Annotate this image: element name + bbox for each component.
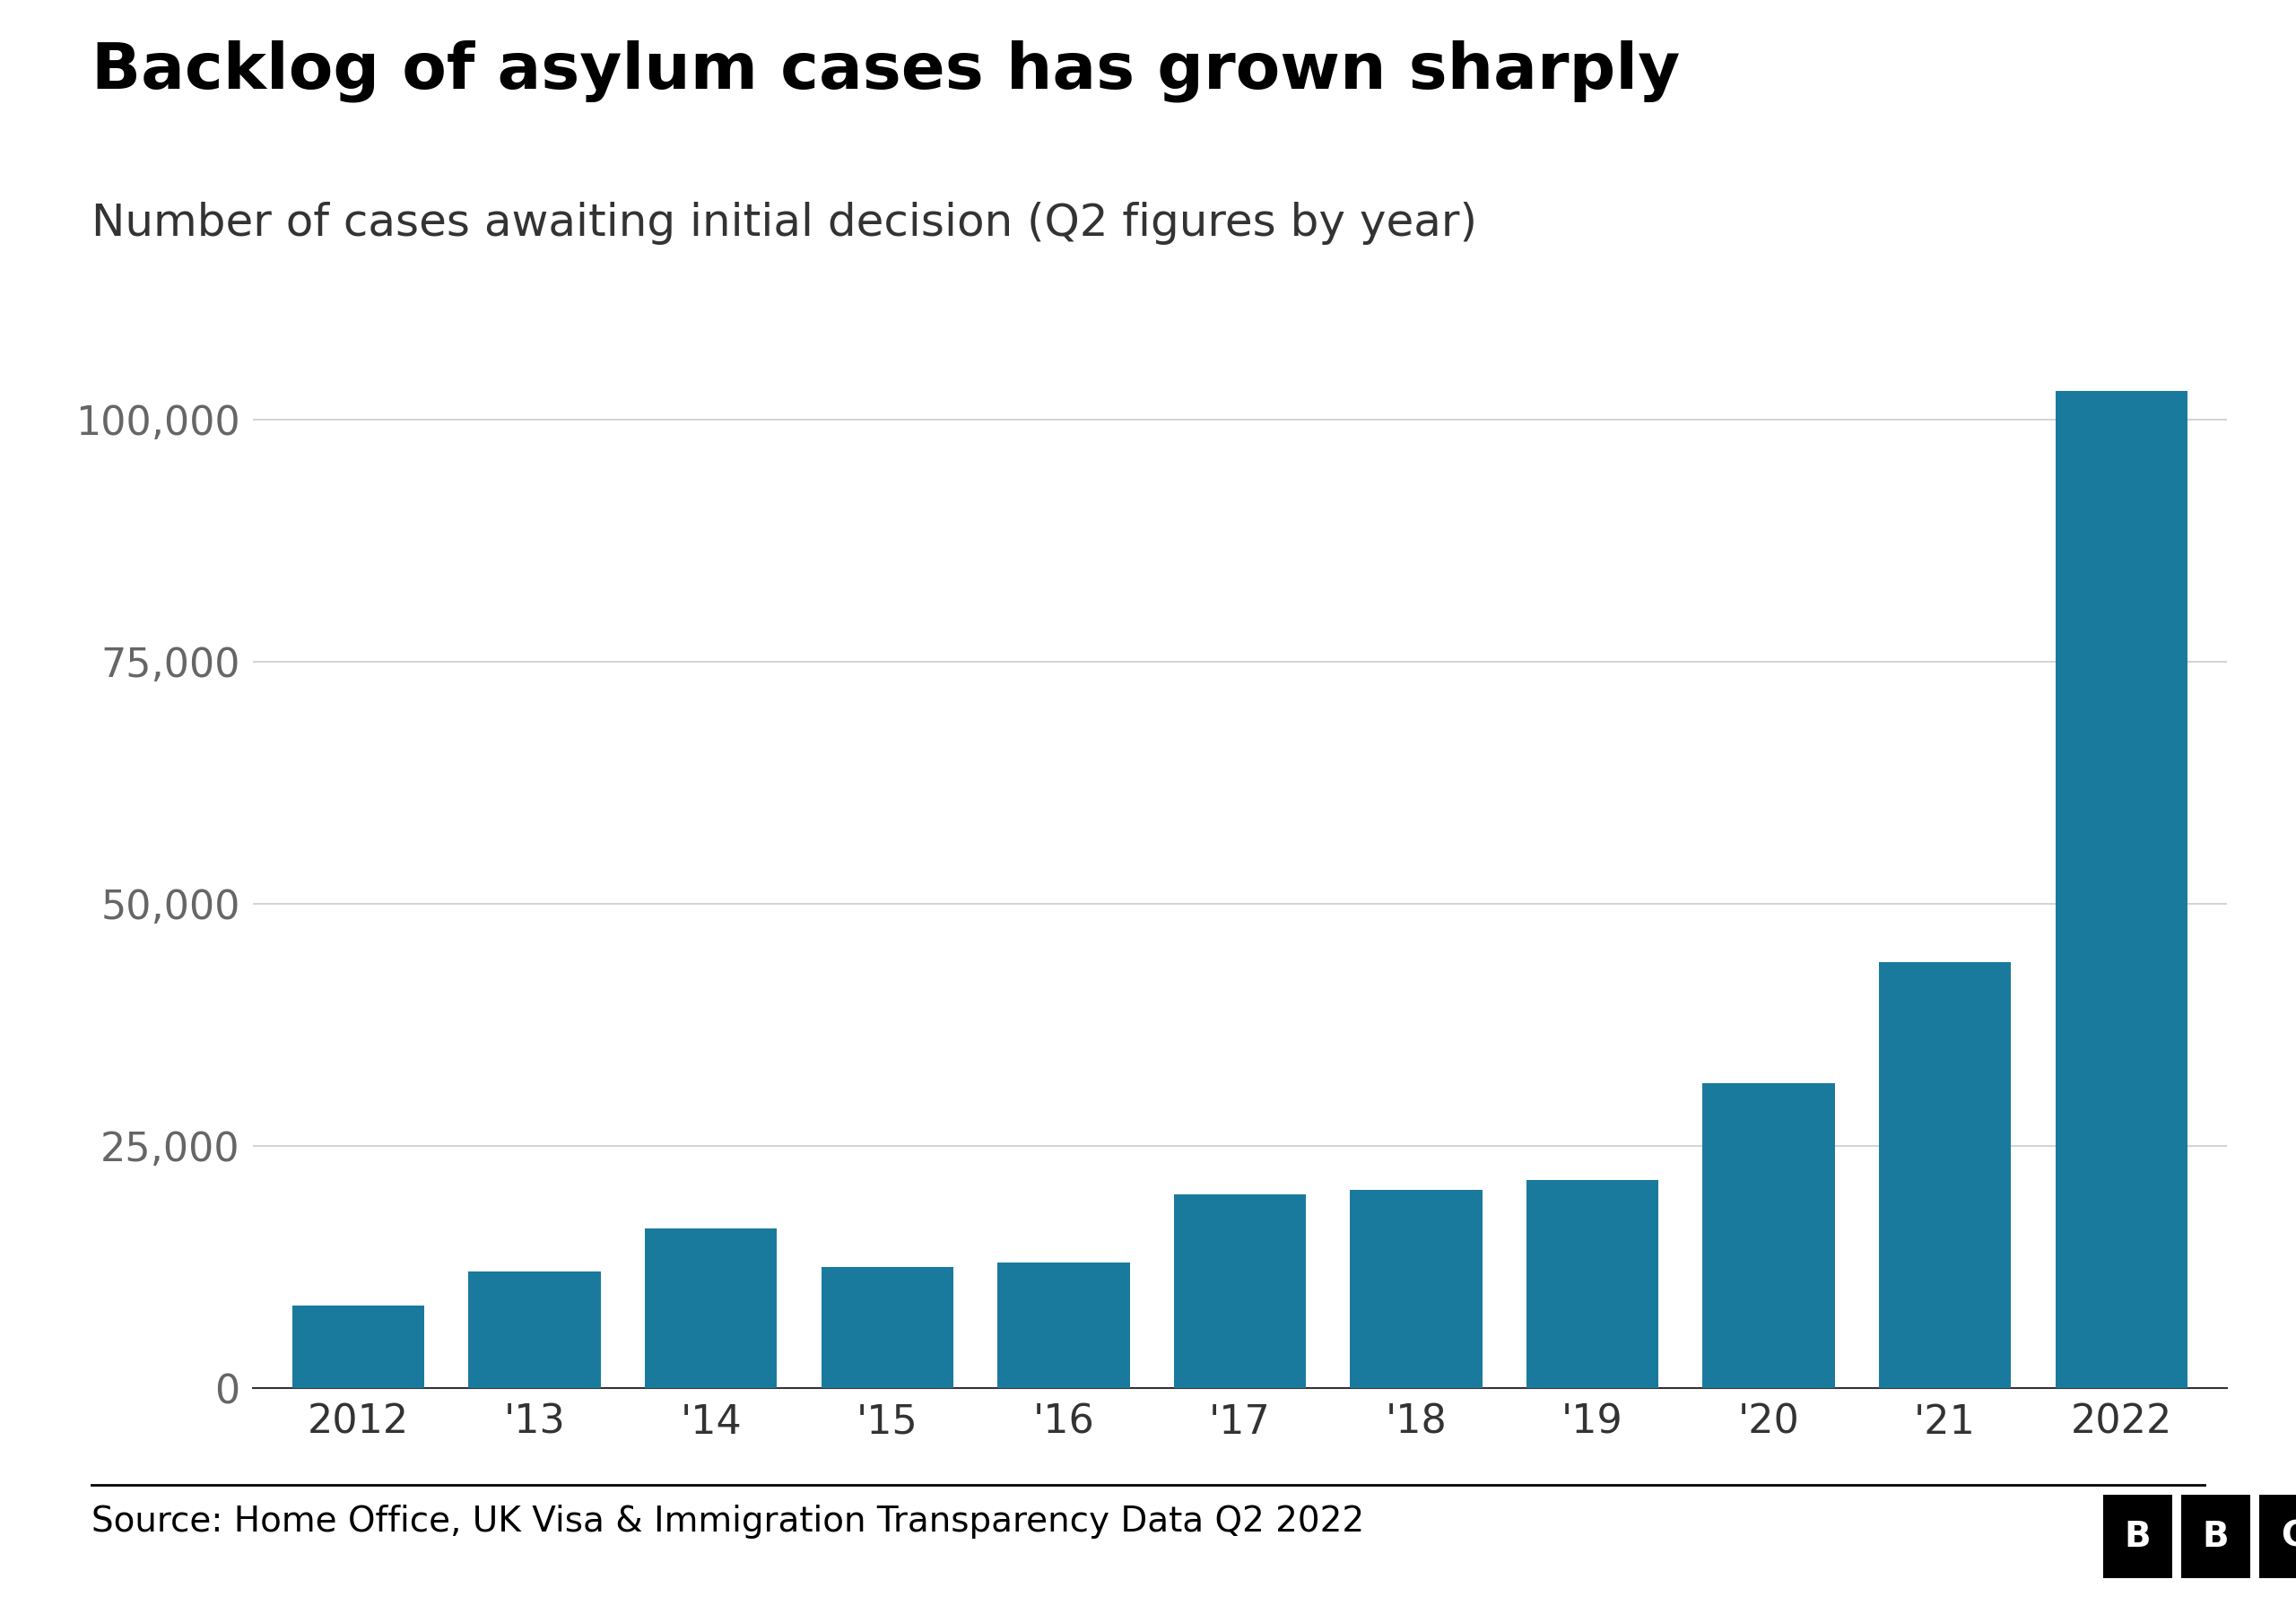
Bar	[1350, 1190, 1483, 1388]
Text: Backlog of asylum cases has grown sharply: Backlog of asylum cases has grown sharpl…	[92, 40, 1681, 103]
Text: B: B	[2202, 1519, 2229, 1554]
Bar	[645, 1228, 776, 1388]
Bar	[468, 1272, 602, 1388]
Text: B: B	[2124, 1519, 2151, 1554]
Bar	[1878, 962, 2011, 1388]
Text: Source: Home Office, UK Visa & Immigration Transparency Data Q2 2022: Source: Home Office, UK Visa & Immigrati…	[92, 1504, 1364, 1538]
Bar	[996, 1262, 1130, 1388]
Bar	[2055, 391, 2188, 1388]
Bar	[1704, 1083, 1835, 1388]
Bar	[292, 1306, 425, 1388]
Bar	[1173, 1194, 1306, 1388]
Text: Number of cases awaiting initial decision (Q2 figures by year): Number of cases awaiting initial decisio…	[92, 202, 1479, 245]
Text: C: C	[2280, 1519, 2296, 1554]
Bar	[822, 1267, 953, 1388]
Bar	[1527, 1180, 1658, 1388]
